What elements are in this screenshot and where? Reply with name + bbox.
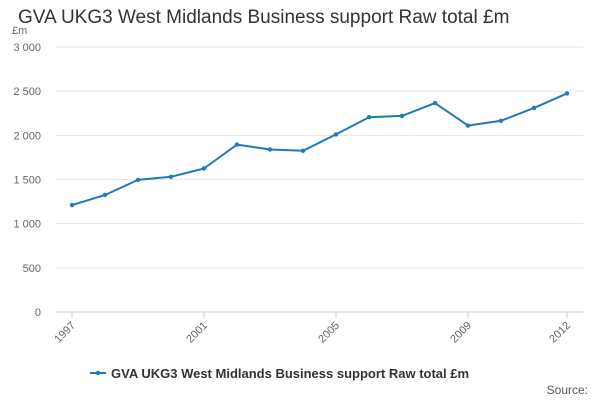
data-point[interactable] — [432, 100, 438, 106]
data-point[interactable] — [300, 148, 306, 153]
data-point[interactable] — [267, 147, 273, 152]
legend-swatch-marker — [95, 370, 101, 376]
x-tick-label: 2009 — [448, 320, 474, 346]
data-point[interactable] — [234, 142, 240, 147]
y-tick-label: 1 500 — [13, 175, 41, 187]
y-axis-ticks: 0 500 1 000 1 500 2 000 2 500 3 000 — [13, 42, 41, 319]
y-tick-label: 1 000 — [13, 219, 41, 231]
data-point[interactable] — [399, 113, 405, 119]
x-tick-label: 2005 — [316, 320, 342, 346]
y-tick-label: 500 — [23, 263, 41, 275]
y-tick-label: 3 000 — [13, 42, 41, 54]
series-line — [71, 92, 568, 207]
data-point[interactable] — [333, 132, 339, 137]
data-point[interactable] — [465, 123, 471, 128]
legend-label[interactable]: GVA UKG3 West Midlands Business support … — [111, 366, 469, 381]
source-label: Source: — [547, 383, 588, 397]
y-axis-label: £m — [12, 25, 27, 37]
x-tick-label: 1997 — [52, 320, 78, 346]
data-point[interactable] — [366, 115, 372, 120]
y-tick-label: 2 000 — [13, 130, 41, 142]
data-point[interactable] — [135, 177, 141, 183]
y-tick-label: 2 500 — [13, 86, 41, 98]
x-axis-ticks: 1997 2001 2005 2009 2012 — [52, 312, 573, 345]
data-point[interactable] — [102, 192, 108, 198]
x-tick-label: 2012 — [547, 320, 573, 346]
data-point[interactable] — [69, 202, 75, 208]
data-point[interactable] — [498, 118, 504, 124]
data-point[interactable] — [201, 166, 207, 171]
data-point[interactable] — [531, 105, 537, 111]
x-tick-label: 2001 — [184, 320, 210, 346]
data-point[interactable] — [168, 174, 174, 179]
legend[interactable]: GVA UKG3 West Midlands Business support … — [90, 366, 469, 381]
data-point[interactable] — [564, 91, 570, 96]
gridlines — [55, 46, 583, 269]
series-group — [69, 91, 570, 208]
chart-title: GVA UKG3 West Midlands Business support … — [18, 7, 510, 28]
y-tick-label: 0 — [35, 307, 41, 319]
